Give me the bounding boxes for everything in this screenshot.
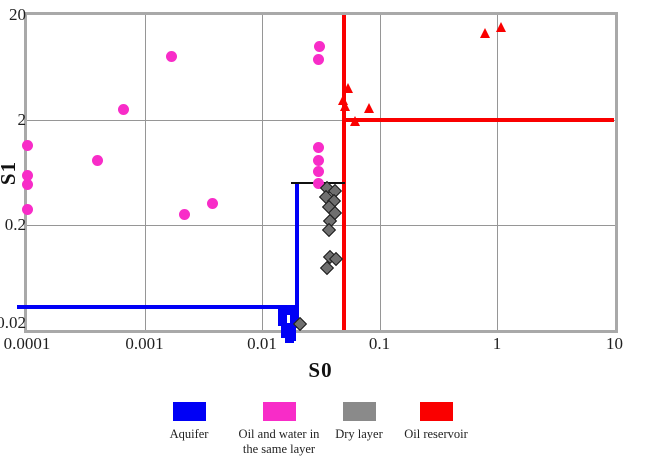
marker-square (284, 306, 294, 316)
marker-triangle (339, 101, 350, 112)
marker-square (287, 325, 297, 335)
y-tick-label: 2 (17, 110, 27, 129)
legend-label: Oil and water in the same layer (238, 427, 320, 456)
gridline (27, 225, 615, 226)
legend-label: Oil reservoir (404, 427, 468, 441)
marker-circle (312, 141, 324, 153)
marker-square (278, 311, 288, 321)
marker-square (278, 317, 288, 327)
marker-square (278, 305, 288, 315)
x-tick-label: 0.1 (368, 334, 391, 353)
blue-horizontal-cutoff (16, 305, 298, 310)
gridline (27, 120, 615, 121)
gridline (497, 15, 498, 330)
y-tick-label: 0.02 (0, 313, 26, 332)
marker-circle (312, 154, 324, 166)
y-axis-title: S1 (0, 160, 20, 186)
marker-triangle (349, 116, 360, 127)
marker-circle (92, 154, 104, 166)
marker-square (290, 313, 300, 323)
x-tick-label: 1 (492, 334, 502, 353)
marker-square (284, 334, 294, 344)
gridline (144, 15, 146, 330)
x-tick-label: 0.001 (125, 334, 164, 353)
legend-label: Aquifer (169, 427, 209, 441)
legend-item-dry-layer: Dry layer (299, 398, 419, 442)
marker-circle (314, 41, 326, 53)
marker-circle (312, 166, 324, 178)
marker-circle (312, 54, 324, 66)
marker-triangle (363, 103, 374, 114)
x-tick-label: 0.0001 (3, 334, 51, 353)
marker-triangle (337, 95, 348, 105)
legend-label: Dry layer (335, 427, 383, 441)
legend-item-oil-and-water: Oil and water in the same layer (219, 398, 339, 456)
marker-square (290, 308, 300, 318)
blue-vertical-cutoff (295, 183, 300, 322)
marker-circle (312, 177, 324, 189)
x-tick-label: 10 (606, 334, 623, 353)
marker-circle (207, 198, 219, 210)
marker-circle (21, 204, 33, 216)
y-tick-label: 20 (9, 5, 26, 24)
legend: Aquifer Oil and water in the same layer … (0, 398, 669, 461)
marker-circle (21, 178, 33, 190)
marker-square (281, 329, 291, 339)
marker-circle (179, 209, 191, 221)
marker-triangle (496, 21, 507, 32)
x-tick-label: 0.01 (247, 334, 277, 353)
gridline (262, 15, 263, 330)
red-vertical-cutoff (342, 15, 347, 330)
legend-item-aquifer: Aquifer (129, 398, 249, 442)
marker-triangle (480, 27, 491, 38)
marker-triangle (343, 83, 354, 94)
marker-square (281, 323, 291, 333)
legend-swatch-dry-layer (342, 402, 376, 421)
y-tick-label: 0.2 (4, 215, 26, 234)
legend-item-oil-reservoir: Oil reservoir (376, 398, 496, 442)
legend-swatch-oil-and-water (262, 402, 296, 421)
marker-circle (21, 170, 33, 182)
x-axis-title: S0 (308, 358, 333, 382)
red-horizontal-cutoff (344, 118, 615, 122)
marker-circle (21, 139, 33, 151)
gridline (379, 15, 381, 330)
marker-circle (117, 104, 129, 116)
legend-swatch-oil-reservoir (419, 402, 453, 421)
marker-circle (166, 51, 178, 63)
legend-swatch-aquifer (172, 402, 206, 421)
